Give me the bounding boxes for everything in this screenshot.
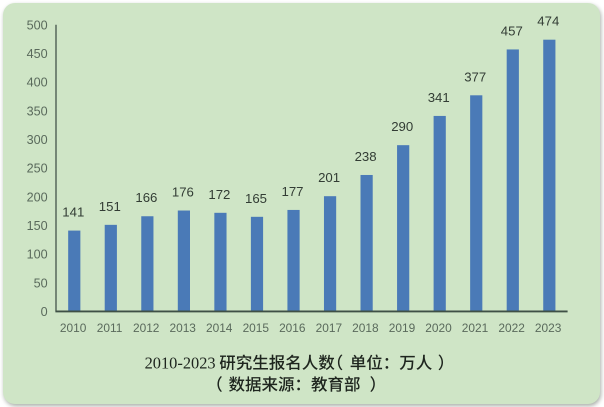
svg-text:150: 150 [27,219,48,233]
svg-text:2021: 2021 [462,321,489,335]
svg-text:2012: 2012 [133,321,160,335]
svg-text:172: 172 [208,187,230,202]
svg-text:50: 50 [34,276,48,290]
svg-text:300: 300 [27,133,48,147]
svg-text:450: 450 [27,47,48,61]
svg-text:341: 341 [428,90,450,105]
svg-text:350: 350 [27,104,48,118]
svg-text:2015: 2015 [243,321,270,335]
svg-text:176: 176 [172,185,194,200]
svg-text:200: 200 [27,190,48,204]
svg-text:2019: 2019 [389,321,416,335]
svg-text:2011: 2011 [97,321,123,335]
svg-text:2014: 2014 [206,321,233,335]
svg-text:377: 377 [464,69,486,84]
svg-text:165: 165 [245,191,267,206]
svg-text:2022: 2022 [498,321,525,335]
svg-text:400: 400 [27,76,48,90]
svg-text:250: 250 [27,162,48,176]
svg-text:2017: 2017 [316,321,343,335]
svg-text:0: 0 [41,305,48,319]
svg-text:100: 100 [27,248,48,262]
svg-text:2010: 2010 [60,321,87,335]
svg-text:2013: 2013 [169,321,196,335]
svg-text:2016: 2016 [279,321,306,335]
svg-text:290: 290 [391,119,413,134]
svg-text:177: 177 [281,184,303,199]
svg-text:2018: 2018 [352,321,379,335]
svg-text:2023: 2023 [535,321,562,335]
svg-text:141: 141 [62,205,84,220]
svg-text:2020: 2020 [425,321,452,335]
svg-text:2010-2023: 2010-2023 [145,354,216,373]
svg-text:166: 166 [135,190,157,205]
svg-text:151: 151 [99,199,121,214]
svg-text:201: 201 [318,170,340,185]
svg-text:500: 500 [27,18,48,32]
svg-text:474: 474 [537,14,559,29]
svg-text:238: 238 [355,149,377,164]
svg-text:457: 457 [501,23,523,38]
